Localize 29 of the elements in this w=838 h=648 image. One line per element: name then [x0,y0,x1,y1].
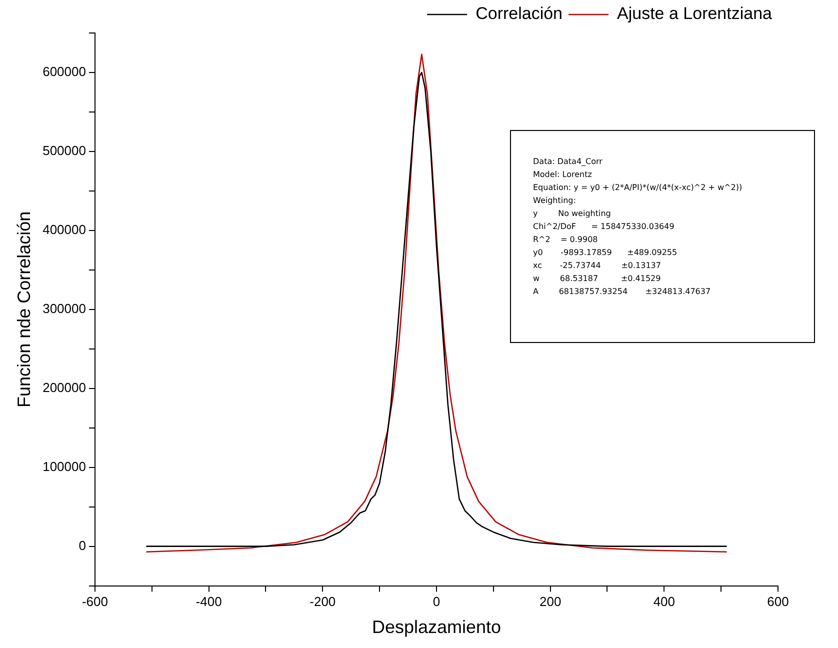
annotation: Weighting: [533,195,577,207]
annotation: Data: Data4_Corr [533,156,604,168]
annotation: Equation: y = y0 + (2*A/PI)*(w/(4*(x-xc)^2 + w^2)) [533,182,744,194]
annotation: w 68.53187 ±0.41529 [533,273,662,285]
annotation: R^2 = 0.9908 [533,234,599,246]
x-tick-label: 200 [539,594,562,610]
x-tick-label: -600 [82,594,108,610]
annotation: Chi^2/DoF = 158475330.03649 [533,221,676,233]
x-tick-label: 0 [432,594,440,610]
annotation: y0 -9893.17859 ±489.09255 [533,247,678,259]
y-tick-label: 600000 [42,64,86,80]
legend-label: Ajuste a Lorentziana [617,4,773,24]
x-axis-title: Desplazamiento [372,617,502,638]
x-tick-label: 400 [653,594,676,610]
y-tick-label: 400000 [42,222,86,238]
y-tick-label: 300000 [42,300,86,316]
annotation: A 68138757.93254 ±324813.47637 [533,286,712,298]
annotation: y No weighting [533,208,612,220]
legend-label: Correlación [476,4,563,24]
x-tick-label: -400 [196,594,222,610]
y-tick-label: 500000 [42,143,86,158]
y-axis-title: Funcion nde Correlación [14,211,34,408]
annotation: xc -25.73744 ±0.13137 [533,260,662,272]
y-tick-label: 0 [78,538,86,553]
x-tick-label: -200 [310,594,336,610]
y-tick-label: 200000 [42,380,86,395]
y-tick-label: 100000 [42,458,86,474]
annotation: Model: Lorentz [533,169,593,181]
x-tick-label: 600 [767,594,789,610]
